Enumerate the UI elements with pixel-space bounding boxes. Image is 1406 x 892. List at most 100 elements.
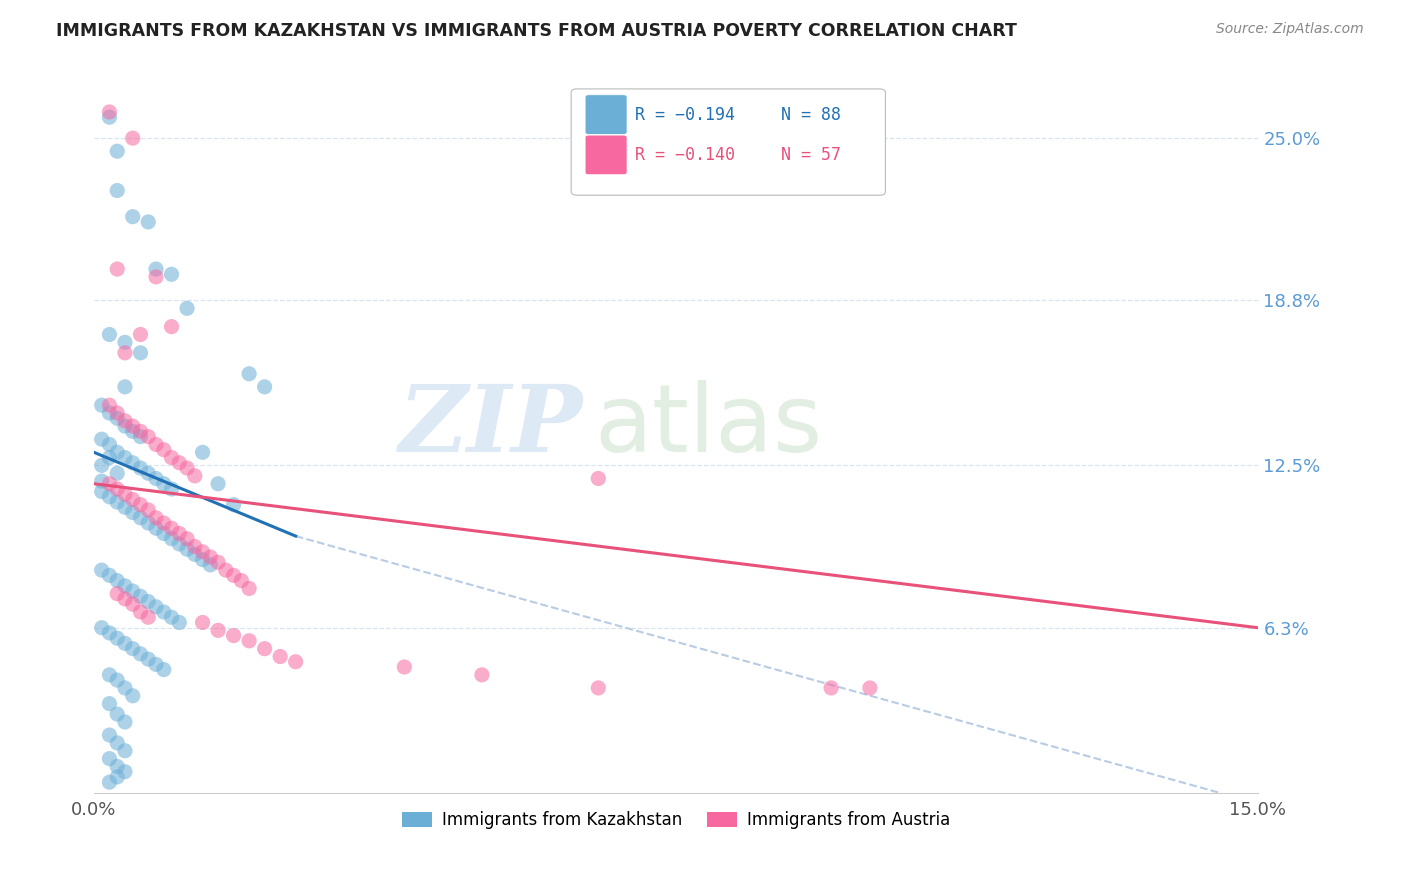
Point [136,610,159,624]
Point [820,681,842,695]
Point [253,641,276,656]
Point [98,327,121,342]
Point [129,647,152,661]
Point [114,500,136,515]
Point [129,589,152,603]
Point [152,526,174,541]
Point [105,262,128,277]
Point [98,697,121,711]
Point [121,210,143,224]
Point [121,456,143,470]
Point [145,471,167,485]
Point [98,775,121,789]
Point [152,442,174,457]
Legend: Immigrants from Kazakhstan, Immigrants from Austria: Immigrants from Kazakhstan, Immigrants f… [395,805,957,836]
Point [129,327,152,342]
Point [160,532,183,546]
Point [90,484,112,499]
Point [145,657,167,672]
Point [105,445,128,459]
Point [176,461,198,475]
Point [169,526,191,541]
Point [136,429,159,443]
FancyBboxPatch shape [571,89,886,195]
Point [129,429,152,443]
Point [169,615,191,630]
Point [169,537,191,551]
Point [105,495,128,509]
Point [98,476,121,491]
Point [90,398,112,412]
Point [129,346,152,360]
Point [114,419,136,434]
Point [200,549,222,564]
Point [184,540,207,554]
Point [588,681,610,695]
Point [160,521,183,535]
Point [152,663,174,677]
Point [222,629,245,643]
Point [105,482,128,496]
Point [98,568,121,582]
Point [129,498,152,512]
Point [200,558,222,572]
Point [160,482,183,496]
Point [160,267,183,281]
FancyBboxPatch shape [585,95,627,135]
Point [114,714,136,729]
Text: R = −0.194: R = −0.194 [636,105,735,124]
Point [105,707,128,722]
Point [191,615,214,630]
Point [145,599,167,614]
Text: ZIP: ZIP [398,381,583,471]
Point [121,419,143,434]
Point [176,542,198,557]
Point [114,764,136,779]
Point [253,380,276,394]
Point [98,626,121,640]
Point [238,633,260,648]
Point [90,458,112,473]
Point [98,105,121,120]
Point [176,532,198,546]
Point [105,184,128,198]
Point [184,548,207,562]
Text: atlas: atlas [595,380,823,472]
Point [238,367,260,381]
Point [191,445,214,459]
Text: R = −0.140: R = −0.140 [636,146,735,164]
Point [114,346,136,360]
Point [98,110,121,124]
Point [129,425,152,439]
Point [145,521,167,535]
Point [136,516,159,530]
Point [114,414,136,428]
Point [238,582,260,596]
Point [394,660,416,674]
Point [207,476,229,491]
Point [105,406,128,420]
Point [121,425,143,439]
Point [114,636,136,650]
Point [207,624,229,638]
Point [98,668,121,682]
Point [588,471,610,485]
Text: IMMIGRANTS FROM KAZAKHSTAN VS IMMIGRANTS FROM AUSTRIA POVERTY CORRELATION CHART: IMMIGRANTS FROM KAZAKHSTAN VS IMMIGRANTS… [56,22,1017,40]
Point [160,450,183,465]
Point [222,568,245,582]
Point [471,668,494,682]
Point [114,744,136,758]
Point [105,587,128,601]
Point [105,145,128,159]
Text: N = 57: N = 57 [780,146,841,164]
Point [152,476,174,491]
Point [90,563,112,577]
Point [105,736,128,750]
Point [215,563,238,577]
Point [114,591,136,606]
Point [114,579,136,593]
Point [105,574,128,588]
Point [114,380,136,394]
Point [105,467,128,481]
Point [98,450,121,465]
